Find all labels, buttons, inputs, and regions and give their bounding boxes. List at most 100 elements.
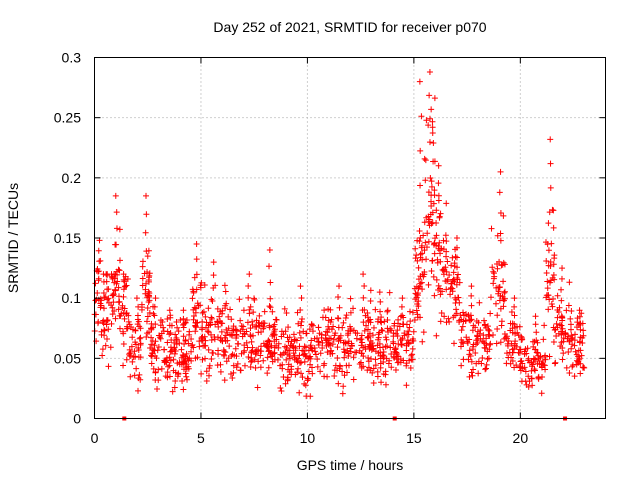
data-point <box>342 314 349 321</box>
data-point <box>370 343 377 350</box>
data-point <box>534 339 541 346</box>
data-point <box>294 358 301 365</box>
data-point <box>563 307 570 314</box>
data-point <box>297 306 304 313</box>
data-point <box>468 316 475 323</box>
data-point <box>117 312 124 319</box>
data-point <box>299 347 306 354</box>
data-point <box>399 312 406 319</box>
data-point <box>413 307 420 314</box>
data-point <box>230 323 237 330</box>
data-point <box>547 184 554 191</box>
data-point <box>190 344 197 351</box>
data-point <box>185 340 192 347</box>
data-point <box>132 327 139 334</box>
data-point <box>131 348 138 355</box>
data-point <box>167 329 174 336</box>
data-point <box>235 340 242 347</box>
data-point <box>116 267 123 274</box>
data-point <box>416 78 423 85</box>
data-point <box>183 373 190 380</box>
data-point <box>232 326 239 333</box>
data-point <box>143 334 150 341</box>
data-point <box>199 309 206 316</box>
data-point <box>364 334 371 341</box>
data-point <box>249 347 256 354</box>
x-tick-label: 20 <box>513 430 529 446</box>
data-point <box>266 338 273 345</box>
data-point <box>370 324 377 331</box>
data-point <box>363 322 370 329</box>
data-point <box>335 324 342 331</box>
data-point <box>374 342 381 349</box>
data-point <box>181 341 188 348</box>
data-point <box>558 275 565 282</box>
data-point <box>113 209 120 216</box>
data-point <box>468 292 475 299</box>
data-point <box>277 385 284 392</box>
data-point <box>482 321 489 328</box>
data-point <box>508 309 515 316</box>
data-point <box>269 308 276 315</box>
data-point <box>360 353 367 360</box>
data-point <box>189 295 196 302</box>
data-point <box>425 281 432 288</box>
data-point <box>405 340 412 347</box>
data-point <box>499 261 506 268</box>
data-point <box>251 356 258 363</box>
data-point <box>238 323 245 330</box>
data-point <box>559 345 566 352</box>
data-point <box>511 321 518 328</box>
data-point <box>426 216 433 223</box>
data-point <box>103 278 110 285</box>
data-point <box>327 306 334 313</box>
data-point <box>305 355 312 362</box>
data-point <box>147 344 154 351</box>
data-point <box>300 351 307 358</box>
data-point <box>409 309 416 316</box>
data-point <box>372 306 379 313</box>
data-point <box>360 319 367 326</box>
data-point <box>205 346 212 353</box>
data-point <box>367 319 374 326</box>
data-point <box>498 322 505 329</box>
data-point <box>107 344 114 351</box>
data-point <box>193 241 200 248</box>
data-point <box>103 335 110 342</box>
data-point <box>335 380 342 387</box>
data-point <box>291 337 298 344</box>
data-point <box>468 369 475 376</box>
data-point <box>406 324 413 331</box>
data-point <box>579 340 586 347</box>
data-point <box>543 257 550 264</box>
x-tick-label: 15 <box>406 430 422 446</box>
data-point <box>290 350 297 357</box>
data-point <box>385 328 392 335</box>
data-point <box>137 340 144 347</box>
data-point <box>246 271 253 278</box>
data-point <box>328 316 335 323</box>
data-point <box>101 327 108 334</box>
data-point <box>453 306 460 313</box>
data-point <box>180 353 187 360</box>
data-point <box>421 219 428 226</box>
data-point <box>189 341 196 348</box>
data-point <box>546 209 553 216</box>
data-point <box>283 309 290 316</box>
data-point <box>146 297 153 304</box>
data-point <box>146 270 153 277</box>
y-tick-label: 0 <box>73 411 81 427</box>
data-point <box>230 362 237 369</box>
data-point <box>95 268 102 275</box>
data-point <box>274 356 281 363</box>
data-point <box>382 381 389 388</box>
data-point <box>152 368 159 375</box>
data-point <box>126 321 133 328</box>
data-point <box>269 358 276 365</box>
data-point <box>139 263 146 270</box>
data-point <box>420 329 427 336</box>
data-point <box>569 334 576 341</box>
data-point <box>339 390 346 397</box>
data-point <box>312 351 319 358</box>
data-point <box>278 387 285 394</box>
